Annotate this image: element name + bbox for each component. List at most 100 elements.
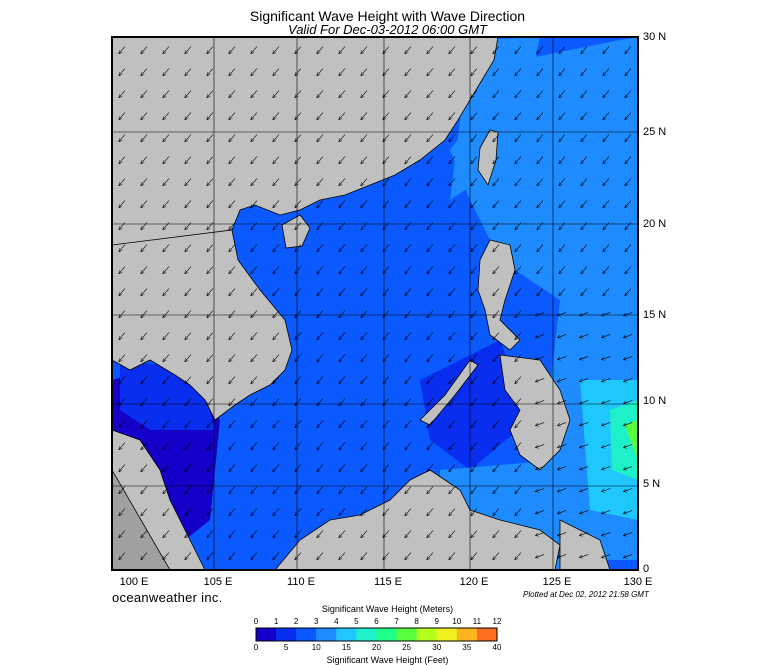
wave-arrow	[559, 134, 566, 142]
wave-arrow	[273, 200, 280, 208]
wave-arrow	[251, 354, 258, 362]
wave-arrow	[251, 376, 258, 384]
wave-arrow	[119, 530, 126, 538]
wave-arrow	[515, 288, 522, 296]
wave-arrow	[449, 420, 456, 428]
lon-label-105e: 105 E	[203, 576, 233, 588]
lon-label-110e: 110 E	[287, 576, 315, 588]
colorbar-tick-meters: 3	[314, 617, 319, 626]
wave-arrow	[207, 156, 214, 164]
wave-arrow	[229, 68, 236, 76]
wave-arrow	[625, 46, 632, 54]
wave-arrow	[558, 444, 567, 447]
wave-arrow	[141, 354, 148, 362]
wave-arrow	[295, 442, 302, 450]
wave-arrow	[141, 508, 148, 516]
wave-arrow	[295, 134, 302, 142]
wave-arrow	[536, 510, 545, 513]
colorbar-tick-feet: 35	[462, 643, 472, 652]
wave-arrow	[427, 420, 434, 428]
wave-arrow	[471, 156, 478, 164]
wave-arrow	[361, 112, 368, 120]
wave-arrow	[515, 156, 522, 164]
wave-arrow	[383, 464, 390, 472]
wave-arrow	[185, 178, 192, 186]
wave-arrow	[361, 288, 368, 296]
wave-arrow	[229, 354, 236, 362]
wave-arrow	[603, 200, 610, 208]
wave-arrow	[427, 222, 434, 230]
wave-arrow	[339, 90, 346, 98]
wave-arrow	[515, 222, 522, 230]
wave-arrow	[163, 90, 170, 98]
wave-arrow	[581, 222, 588, 230]
colorbar-segment	[396, 628, 418, 641]
wave-arrow	[537, 68, 544, 76]
wave-arrow	[251, 112, 258, 120]
wave-arrow	[119, 222, 126, 230]
colorbar-segment	[376, 628, 398, 641]
wave-arrow	[558, 400, 567, 403]
wave-arrow	[580, 554, 589, 557]
colorbar-segment	[296, 628, 317, 641]
wave-arrow	[624, 554, 633, 557]
wave-arrow	[405, 46, 412, 54]
wave-arrow	[449, 68, 456, 76]
wave-arrow	[493, 244, 500, 252]
china-mainland	[112, 37, 499, 246]
luzon	[477, 239, 521, 351]
wave-arrow	[317, 398, 324, 406]
wave-arrow	[405, 288, 412, 296]
wave-arrow	[185, 420, 192, 428]
wave-arrow	[207, 90, 214, 98]
wave-arrow	[581, 90, 588, 98]
wave-arrow	[163, 200, 170, 208]
wave-arrow	[273, 420, 280, 428]
wave-arrow	[559, 288, 566, 296]
wave-arrow	[251, 244, 258, 252]
wave-arrow	[624, 400, 633, 403]
wave-arrow	[471, 354, 478, 362]
wave-arrow	[119, 376, 126, 384]
wave-arrow	[602, 554, 611, 557]
wave-arrow	[603, 90, 610, 98]
wave-arrow	[449, 508, 456, 516]
wave-arrow	[295, 464, 302, 472]
wave-arrow	[251, 134, 258, 142]
wave-arrow	[515, 442, 522, 450]
wave-arrow	[559, 178, 566, 186]
wave-arrow	[493, 486, 500, 494]
wave-arrow	[558, 510, 567, 513]
wave-arrow	[602, 334, 611, 337]
wave-arrow	[119, 332, 126, 340]
wave-arrow	[317, 508, 324, 516]
map-subtitle: Valid For Dec-03-2012 06:00 GMT	[288, 22, 487, 37]
wave-arrow	[624, 532, 633, 535]
wave-arrow	[493, 200, 500, 208]
wave-arrow	[537, 46, 544, 54]
wave-arrow	[383, 398, 390, 406]
wave-arrow	[603, 46, 610, 54]
wave-arrow	[251, 310, 258, 318]
lon-label-120e: 120 E	[459, 576, 489, 588]
wave-arrow	[295, 68, 302, 76]
wave-arrow	[273, 530, 280, 538]
wave-arrow	[317, 90, 324, 98]
wave-arrow	[339, 354, 346, 362]
land-masses	[112, 37, 611, 570]
wave-arrow	[119, 398, 126, 406]
wave-arrow	[559, 68, 566, 76]
wave-arrow	[449, 398, 456, 406]
wave-arrow	[559, 112, 566, 120]
wave-arrow	[449, 376, 456, 384]
wave-arrow	[339, 288, 346, 296]
wave-arrow	[405, 398, 412, 406]
wave-arrow	[207, 46, 214, 54]
wave-arrow	[273, 266, 280, 274]
wave-arrow	[273, 508, 280, 516]
wave-arrow	[361, 244, 368, 252]
wave-arrow	[383, 90, 390, 98]
wave-arrow	[580, 532, 589, 535]
wave-arrow	[317, 310, 324, 318]
wave-arrow	[471, 310, 478, 318]
